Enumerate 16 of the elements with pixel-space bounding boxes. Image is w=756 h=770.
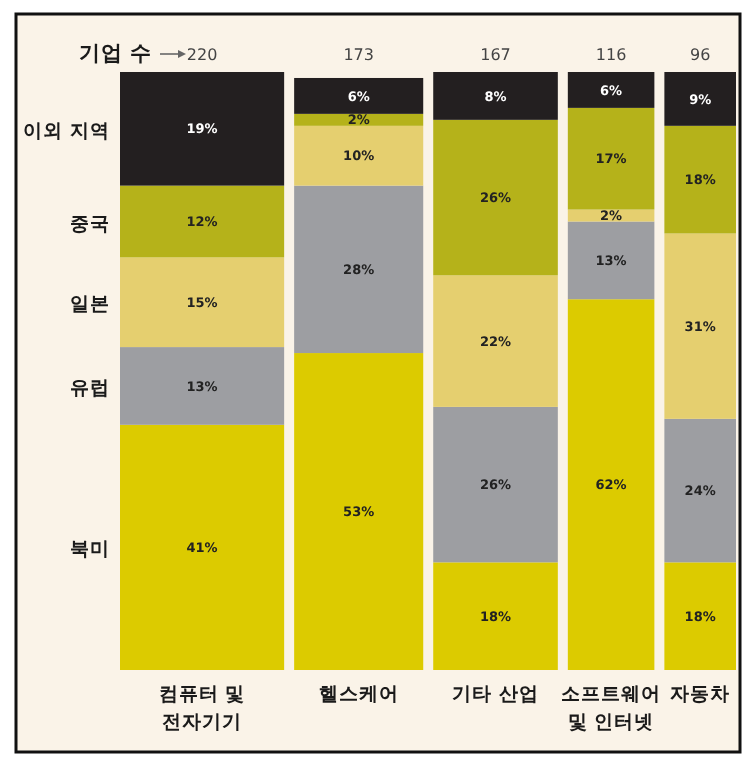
series-label: 유럽 [70, 377, 110, 400]
text: 116 [595, 46, 627, 64]
text: 167 [480, 46, 511, 64]
text: 173 [343, 46, 374, 64]
text: 96 [690, 46, 711, 64]
series-label: 북미 [70, 539, 110, 562]
text: 기업 수 [78, 42, 152, 66]
x-tick-label: 컴퓨터 및 전자기기 [158, 684, 246, 734]
series-label: 중국 [70, 213, 110, 236]
x-tick-label: 자동차 [670, 684, 731, 706]
text: 220 [186, 46, 218, 64]
series-label: 일본 [70, 294, 110, 317]
x-tick-label: 기타 산업 [452, 684, 539, 706]
series-label: 이외 지역 [23, 120, 110, 143]
x-tick-label: 헬스케어 [318, 684, 399, 706]
x-tick-label: 소프트웨어 및 인터넷 [561, 684, 662, 734]
